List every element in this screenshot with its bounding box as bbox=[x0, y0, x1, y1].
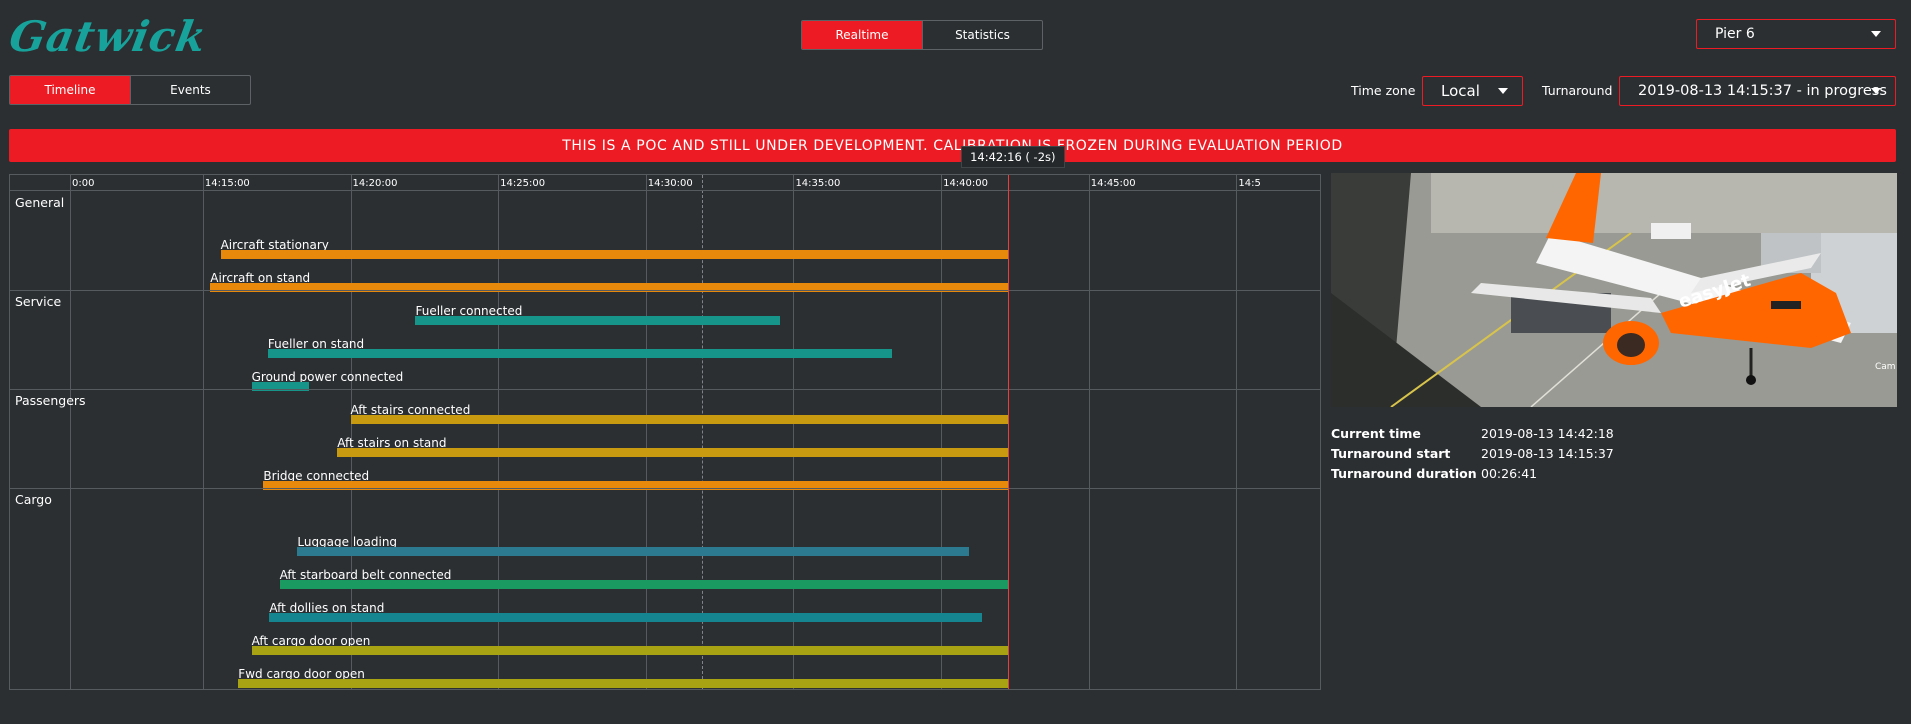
timeline-chart: 0:00 14:15:00 14:20:00 14:25:00 14:30:00 14:3… bbox=[9, 174, 1321, 690]
detail-row: Current time 2019-08-13 14:42:18 bbox=[1331, 423, 1614, 443]
section-divider bbox=[10, 488, 1320, 489]
tab-realtime[interactable]: Realtime bbox=[802, 21, 922, 49]
event-label: Fwd cargo door open bbox=[238, 667, 365, 681]
detail-value: 2019-08-13 14:42:18 bbox=[1481, 425, 1614, 441]
event-label: Fueller connected bbox=[415, 304, 523, 318]
gridline bbox=[645, 175, 647, 689]
event-bar[interactable] bbox=[238, 679, 1009, 688]
chevron-down-icon bbox=[1498, 88, 1508, 94]
event-label: Luggage loading bbox=[297, 535, 398, 549]
pier-select[interactable]: Pier 6 bbox=[1696, 19, 1896, 49]
current-time-line bbox=[1008, 175, 1010, 689]
turnaround-select-value: 2019-08-13 14:15:37 - in progress bbox=[1638, 83, 1887, 99]
axis-tick-label: 14:40:00 bbox=[943, 178, 988, 189]
event-label: Aft stairs connected bbox=[350, 403, 471, 417]
dashed-marker-line bbox=[701, 175, 703, 689]
detail-value: 2019-08-13 14:15:37 bbox=[1481, 445, 1614, 461]
event-label: Aft starboard belt connected bbox=[279, 568, 452, 582]
event-bar[interactable] bbox=[220, 250, 1009, 259]
axis-tick-label: 0:00 bbox=[72, 178, 95, 189]
event-bar[interactable] bbox=[337, 448, 1009, 457]
current-time-tooltip: 14:42:16 ( -2s) bbox=[961, 146, 1065, 168]
gridline bbox=[202, 175, 204, 689]
gridline bbox=[498, 175, 500, 689]
axis-tick-label: 14:20:00 bbox=[352, 178, 398, 189]
turnaround-details: Current time 2019-08-13 14:42:18 Turnaroun… bbox=[1331, 423, 1614, 483]
event-label: Aft stairs on stand bbox=[337, 436, 447, 450]
section-label-cargo: Cargo bbox=[15, 492, 52, 507]
event-bar[interactable] bbox=[263, 481, 1009, 490]
turnaround-label: Turnaround bbox=[1542, 83, 1613, 98]
gridline bbox=[1088, 175, 1090, 689]
stand-camera-feed: easyJet Cam bbox=[1331, 173, 1897, 407]
event-bar[interactable] bbox=[279, 580, 1009, 589]
event-bar[interactable] bbox=[297, 547, 970, 556]
event-label: Aircraft on stand bbox=[210, 271, 311, 285]
axis-tick-label: 14:15:00 bbox=[204, 178, 250, 189]
detail-row: Turnaround start 2019-08-13 14:15:37 bbox=[1331, 443, 1614, 463]
timezone-select-value: Local bbox=[1441, 82, 1480, 100]
detail-key: Current time bbox=[1331, 425, 1421, 441]
event-label: Fueller on stand bbox=[267, 337, 365, 351]
gridline bbox=[793, 175, 795, 689]
detail-key: Turnaround start bbox=[1331, 445, 1451, 461]
event-bar[interactable] bbox=[350, 415, 1009, 424]
event-label: Ground power connected bbox=[251, 370, 404, 384]
gatwick-logo: Gatwick bbox=[5, 12, 211, 61]
camera-overlay-text: Cam bbox=[1875, 362, 1896, 372]
section-divider bbox=[10, 290, 1320, 291]
axis-line bbox=[10, 190, 1320, 191]
event-bar[interactable] bbox=[251, 646, 1009, 655]
development-banner: THIS IS A POC AND STILL UNDER DEVELOPMEN… bbox=[9, 129, 1896, 162]
event-bar[interactable] bbox=[267, 349, 893, 358]
tab-timeline[interactable]: Timeline bbox=[10, 76, 130, 104]
tab-events[interactable]: Events bbox=[130, 76, 250, 104]
axis-tick-label: 14:45:00 bbox=[1090, 178, 1136, 189]
event-label: Aft dollies on stand bbox=[269, 601, 385, 615]
axis-tick-label: 14:5 bbox=[1238, 178, 1261, 189]
tab-statistics[interactable]: Statistics bbox=[922, 21, 1042, 49]
axis-tick-label: 14:35:00 bbox=[795, 178, 841, 189]
section-divider bbox=[10, 389, 1320, 390]
event-label: Bridge connected bbox=[263, 469, 370, 483]
timezone-select[interactable]: Local bbox=[1422, 76, 1523, 106]
section-label-passengers: Passengers bbox=[15, 393, 86, 408]
gridline bbox=[350, 175, 352, 689]
detail-value: 00:26:41 bbox=[1481, 465, 1538, 481]
turnaround-select[interactable]: 2019-08-13 14:15:37 - in progress bbox=[1619, 76, 1896, 106]
gridline bbox=[1236, 175, 1238, 689]
event-bar[interactable] bbox=[269, 613, 983, 622]
view-toggle: Timeline Events bbox=[9, 75, 251, 105]
timezone-label: Time zone bbox=[1351, 83, 1416, 98]
event-label: Aircraft stationary bbox=[220, 238, 329, 252]
chevron-down-icon bbox=[1871, 31, 1881, 37]
event-label: Aft cargo door open bbox=[251, 634, 371, 648]
event-bar[interactable] bbox=[415, 316, 781, 325]
gridline bbox=[70, 175, 71, 689]
detail-key: Turnaround duration bbox=[1331, 465, 1477, 481]
detail-row: Turnaround duration 00:26:41 bbox=[1331, 463, 1614, 483]
pier-select-value: Pier 6 bbox=[1715, 26, 1755, 42]
axis-tick-label: 14:25:00 bbox=[500, 178, 546, 189]
gridline bbox=[941, 175, 943, 689]
mode-toggle: Realtime Statistics bbox=[801, 20, 1043, 50]
event-bar[interactable] bbox=[251, 382, 310, 391]
chevron-down-icon bbox=[1871, 88, 1881, 94]
axis-tick-label: 14:30:00 bbox=[647, 178, 693, 189]
section-label-general: General bbox=[15, 195, 65, 210]
event-bar[interactable] bbox=[210, 283, 1009, 292]
section-label-service: Service bbox=[15, 294, 62, 309]
camera-image: easyJet Cam bbox=[1331, 173, 1897, 407]
